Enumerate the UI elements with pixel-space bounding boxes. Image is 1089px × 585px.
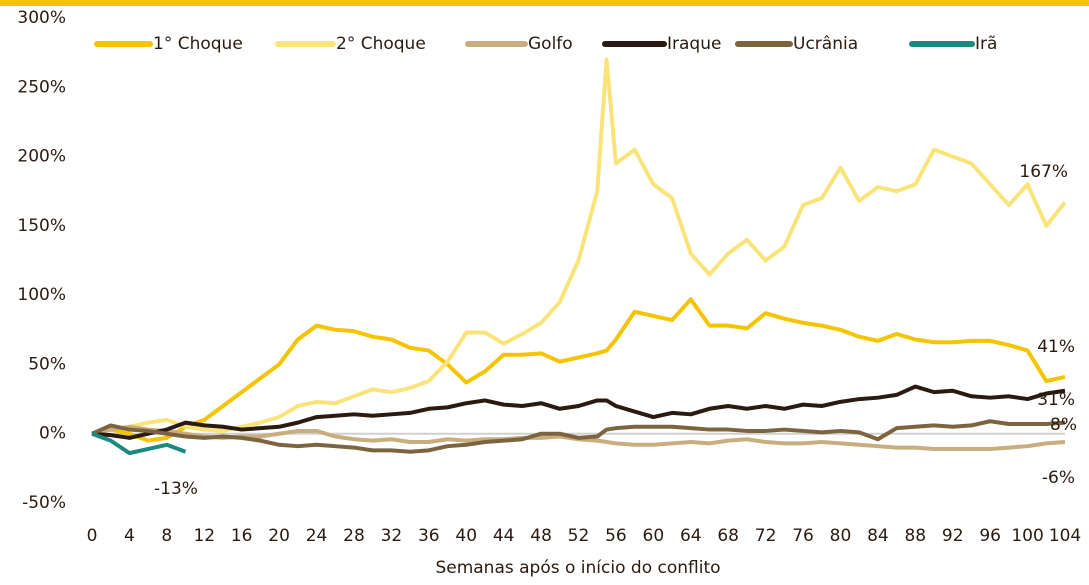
x-tick-label: 88	[904, 526, 926, 546]
x-tick-label: 92	[942, 526, 964, 546]
x-tick-label: 48	[530, 526, 552, 546]
x-tick-label: 56	[605, 526, 627, 546]
x-axis-label: Semanas após o início do conflito	[435, 558, 720, 578]
legend-label: Iraque	[667, 34, 721, 54]
series-line	[91, 57, 1067, 436]
x-tick-label: 72	[755, 526, 777, 546]
series-line	[91, 297, 1066, 443]
y-tick-label: 250%	[17, 77, 66, 97]
y-tick-label: 100%	[17, 285, 66, 305]
series-line	[91, 419, 1066, 454]
legend-label: Irã	[975, 34, 997, 54]
x-tick-label: 76	[792, 526, 814, 546]
end-label: 41%	[1037, 337, 1075, 357]
x-tick-label: 84	[867, 526, 889, 546]
series-line	[91, 431, 187, 456]
x-tick-label: 28	[343, 526, 365, 546]
x-tick-label: 32	[381, 526, 403, 546]
end-label: 167%	[1019, 162, 1068, 182]
end-label: 8%	[1050, 415, 1077, 435]
x-tick-label: 60	[643, 526, 665, 546]
x-tick-label: 36	[418, 526, 440, 546]
x-tick-label: 68	[717, 526, 739, 546]
x-tick-label: 44	[493, 526, 515, 546]
x-tick-label: 52	[568, 526, 590, 546]
x-tick-label: 0	[87, 526, 98, 546]
x-tick-label: 80	[830, 526, 852, 546]
x-tick-label: 12	[193, 526, 215, 546]
y-tick-label: 150%	[17, 216, 66, 236]
y-tick-label: 0%	[39, 424, 66, 444]
x-tick-label: 20	[268, 526, 290, 546]
legend-label: 2° Choque	[336, 34, 426, 54]
x-tick-label: 64	[680, 526, 702, 546]
x-tick-label: 96	[979, 526, 1001, 546]
x-tick-label: 104	[1049, 526, 1081, 546]
y-tick-label: 300%	[17, 8, 66, 28]
legend-label: Golfo	[528, 34, 573, 54]
end-label: -13%	[154, 479, 198, 499]
series-line	[91, 424, 1066, 451]
top-bar	[0, 0, 1089, 6]
y-tick-label: 200%	[17, 147, 66, 167]
x-tick-label: 100	[1011, 526, 1043, 546]
x-tick-label: 8	[161, 526, 172, 546]
x-tick-label: 40	[455, 526, 477, 546]
x-tick-label: 4	[124, 526, 135, 546]
x-tick-label: 16	[231, 526, 253, 546]
series-line	[91, 384, 1066, 440]
end-label: -6%	[1042, 468, 1075, 488]
legend-label: 1° Choque	[153, 34, 243, 54]
legend-label: Ucrânia	[793, 34, 858, 54]
end-label: 31%	[1037, 390, 1075, 410]
x-tick-label: 24	[306, 526, 328, 546]
y-tick-label: 50%	[28, 354, 66, 374]
y-tick-label: -50%	[22, 493, 66, 513]
